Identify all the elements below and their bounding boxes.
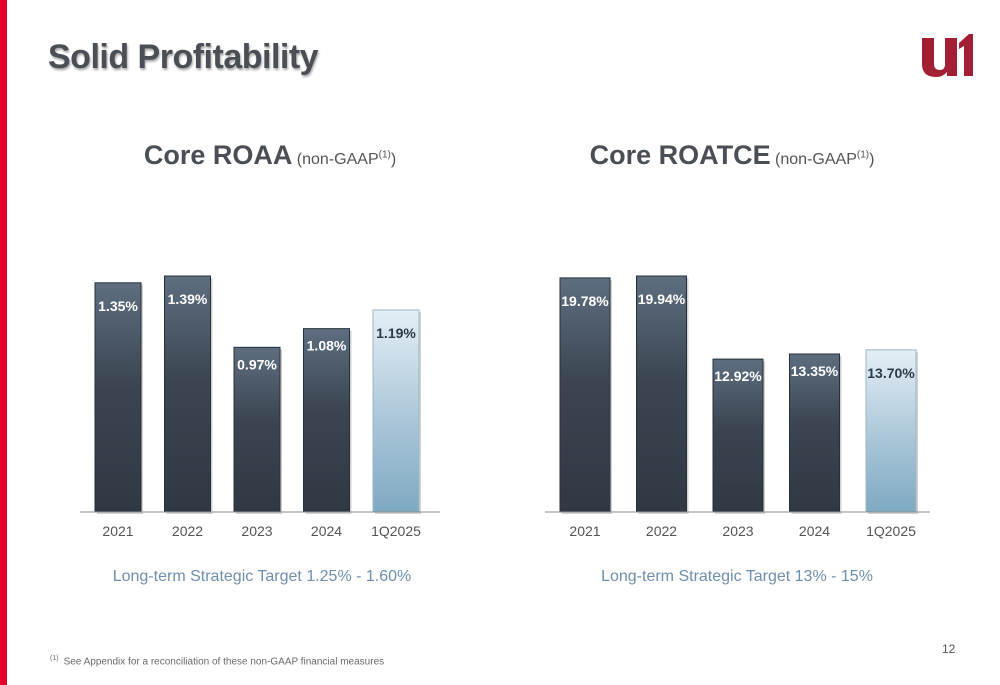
chart-title-main: Core ROAA <box>143 140 293 170</box>
page-number: 12 <box>942 642 956 656</box>
x-tick-label: 1Q2025 <box>371 523 421 539</box>
page-title: Solid Profitability <box>48 38 319 76</box>
bar <box>559 277 611 513</box>
chart-roatce: 19.78% 2021 19.94% 2022 12.92% 2023 13.35% 2024… <box>545 275 930 539</box>
chart-title-main: Core ROATCE <box>589 140 771 170</box>
bar <box>372 309 420 513</box>
data-label: 1.39% <box>168 291 208 307</box>
x-tick-label: 2023 <box>722 523 753 539</box>
bar <box>865 349 917 513</box>
data-label: 0.97% <box>237 356 277 372</box>
x-tick-label: 2023 <box>241 523 272 539</box>
data-label: 12.92% <box>714 368 762 384</box>
data-label: 1.35% <box>98 298 138 314</box>
x-tick-label: 2021 <box>569 523 600 539</box>
bar <box>164 275 211 513</box>
chart-title-subtitle: (non-GAAP(1)) <box>296 149 397 168</box>
chart-title-roaa: Core ROAA (non-GAAP(1)) <box>70 140 470 171</box>
target-roaa: Long-term Strategic Target 1.25% - 1.60% <box>112 568 412 585</box>
data-label: 13.70% <box>867 365 915 381</box>
target-roatce: Long-term Strategic Target 13% - 15% <box>601 568 873 585</box>
x-tick-label: 2024 <box>799 523 830 539</box>
x-tick-label: 1Q2025 <box>866 523 916 539</box>
bar <box>233 346 281 513</box>
chart-title-subtitle: (non-GAAP(1)) <box>775 149 875 168</box>
data-label: 19.78% <box>561 293 609 309</box>
data-label: 1.08% <box>307 338 347 354</box>
bar <box>94 282 142 513</box>
u1-logo <box>922 34 973 77</box>
data-label: 19.94% <box>638 291 686 307</box>
accent-bar <box>0 0 7 685</box>
data-label: 13.35% <box>791 363 839 379</box>
x-tick-label: 2021 <box>102 523 133 539</box>
chart-title-roatce: Core ROATCE (non-GAAP(1)) <box>532 140 932 171</box>
chart-roaa: 1.35% 2021 1.39% 2022 0.97% 2023 1.08% 2024 1.19… <box>80 275 440 539</box>
bar <box>636 275 687 513</box>
x-tick-label: 2022 <box>172 523 203 539</box>
x-tick-label: 2024 <box>311 523 342 539</box>
footnote: (1) See Appendix for a reconciliation of … <box>50 655 385 668</box>
bar <box>303 328 350 513</box>
data-label: 1.19% <box>376 325 416 341</box>
x-tick-label: 2022 <box>646 523 677 539</box>
bar <box>789 353 840 513</box>
